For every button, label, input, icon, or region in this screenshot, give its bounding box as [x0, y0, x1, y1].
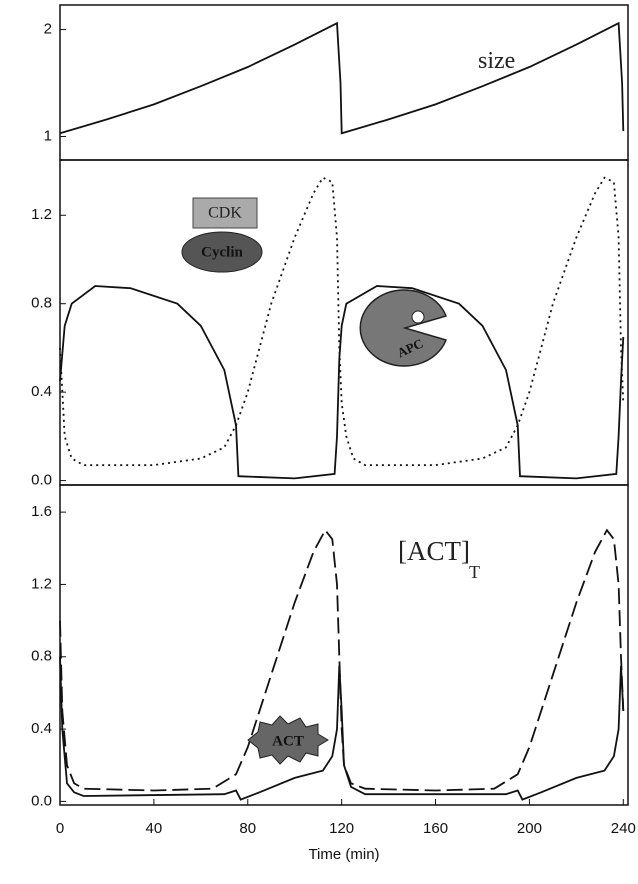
y-tick-label: 1.2	[31, 575, 52, 592]
y-tick-label: 1.2	[31, 206, 52, 223]
y-tick-label: 0.8	[31, 648, 52, 665]
y-tick-label: 0.0	[31, 472, 52, 489]
x-tick-label: 240	[611, 820, 636, 837]
annotation-subscript: T	[469, 562, 480, 582]
background	[0, 0, 638, 884]
y-tick-label: 1.6	[31, 503, 52, 520]
x-tick-label: 80	[239, 820, 256, 837]
y-tick-label: 0.4	[31, 720, 52, 737]
annotation: CDK	[208, 205, 242, 222]
annotation: Cyclin	[201, 244, 243, 260]
x-tick-label: 40	[146, 820, 163, 837]
apc-icon-eye	[412, 311, 424, 323]
annotation: [ACT]	[398, 536, 470, 566]
x-tick-label: 0	[56, 820, 64, 837]
y-tick-label: 0.0	[31, 792, 52, 809]
y-tick-label: 0.4	[31, 383, 52, 400]
y-tick-label: 2	[44, 21, 52, 38]
x-tick-label: 200	[517, 820, 542, 837]
x-tick-label: 160	[423, 820, 448, 837]
annotation: size	[478, 48, 515, 74]
figure: 1 2 0.0 0.4 0.8 1.2 0.0 0.4 0.8 1.2 1.6 0 40 80 120 160…	[0, 0, 638, 884]
y-tick-label: 1	[44, 127, 52, 144]
x-axis-label: Time (min)	[308, 846, 379, 863]
annotation: ACT	[272, 733, 304, 749]
x-tick-label: 120	[329, 820, 354, 837]
y-tick-label: 0.8	[31, 295, 52, 312]
